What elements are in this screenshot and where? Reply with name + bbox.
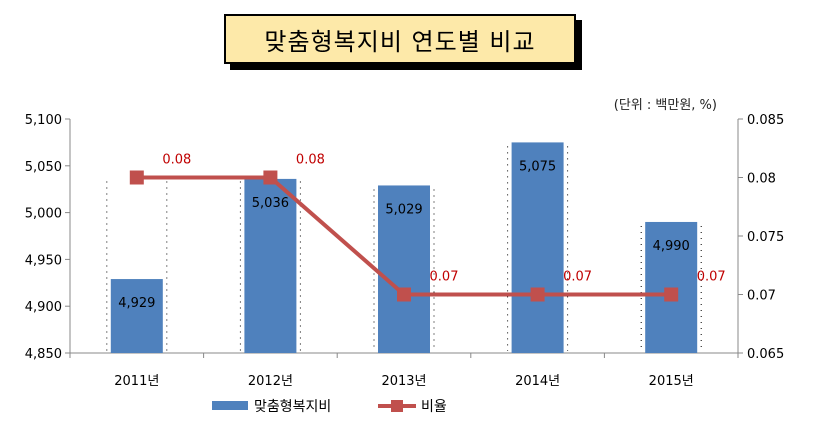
chart-title: 맞춤형복지비 연도별 비교 bbox=[224, 14, 576, 64]
ratio-marker bbox=[129, 170, 144, 185]
y-left-tick-label: 5,000 bbox=[25, 207, 62, 222]
ratio-data-label: 0.07 bbox=[697, 270, 726, 285]
bar-data-label: 5,075 bbox=[519, 159, 556, 174]
ratio-data-label: 0.08 bbox=[296, 153, 325, 168]
bar bbox=[645, 221, 698, 353]
x-tick-label: 2011년 bbox=[114, 374, 159, 389]
y-right-tick-label: 0.075 bbox=[747, 230, 784, 245]
legend-label-bar: 맞춤형복지비 bbox=[254, 399, 331, 415]
y-left-tick-label: 5,050 bbox=[25, 160, 62, 175]
bar bbox=[110, 279, 163, 353]
bar-data-label: 5,029 bbox=[385, 202, 422, 217]
y-right-tick-label: 0.08 bbox=[747, 172, 776, 187]
x-tick-label: 2014년 bbox=[515, 374, 560, 389]
x-tick-label: 2013년 bbox=[381, 374, 426, 389]
y-left-tick-label: 4,900 bbox=[25, 300, 62, 315]
y-right-tick-label: 0.07 bbox=[747, 289, 776, 304]
ratio-data-label: 0.08 bbox=[162, 153, 191, 168]
bar bbox=[511, 142, 564, 353]
ratio-marker bbox=[530, 287, 545, 302]
bar-data-label: 4,929 bbox=[118, 296, 155, 311]
bar bbox=[378, 185, 430, 353]
bar-data-label: 5,036 bbox=[252, 196, 289, 211]
ratio-marker bbox=[263, 170, 278, 185]
y-right-tick-label: 0.065 bbox=[747, 347, 784, 362]
x-tick-label: 2012년 bbox=[248, 374, 293, 389]
legend-label-line: 비율 bbox=[421, 399, 447, 415]
ratio-marker bbox=[397, 287, 411, 302]
bar bbox=[244, 178, 297, 353]
y-left-tick-label: 5,100 bbox=[25, 113, 62, 128]
ratio-data-label: 0.07 bbox=[563, 270, 592, 285]
bar-data-label: 4,990 bbox=[653, 239, 690, 254]
unit-note: (단위 : 백만원, %) bbox=[613, 98, 717, 113]
y-left-tick-label: 4,950 bbox=[25, 253, 62, 268]
y-left-tick-label: 4,850 bbox=[25, 347, 62, 362]
x-tick-label: 2015년 bbox=[649, 374, 694, 389]
legend-swatch-bar bbox=[212, 401, 248, 410]
y-right-tick-label: 0.085 bbox=[747, 113, 784, 128]
legend-swatch-marker bbox=[391, 400, 403, 412]
ratio-data-label: 0.07 bbox=[430, 270, 459, 285]
ratio-marker bbox=[664, 287, 679, 302]
